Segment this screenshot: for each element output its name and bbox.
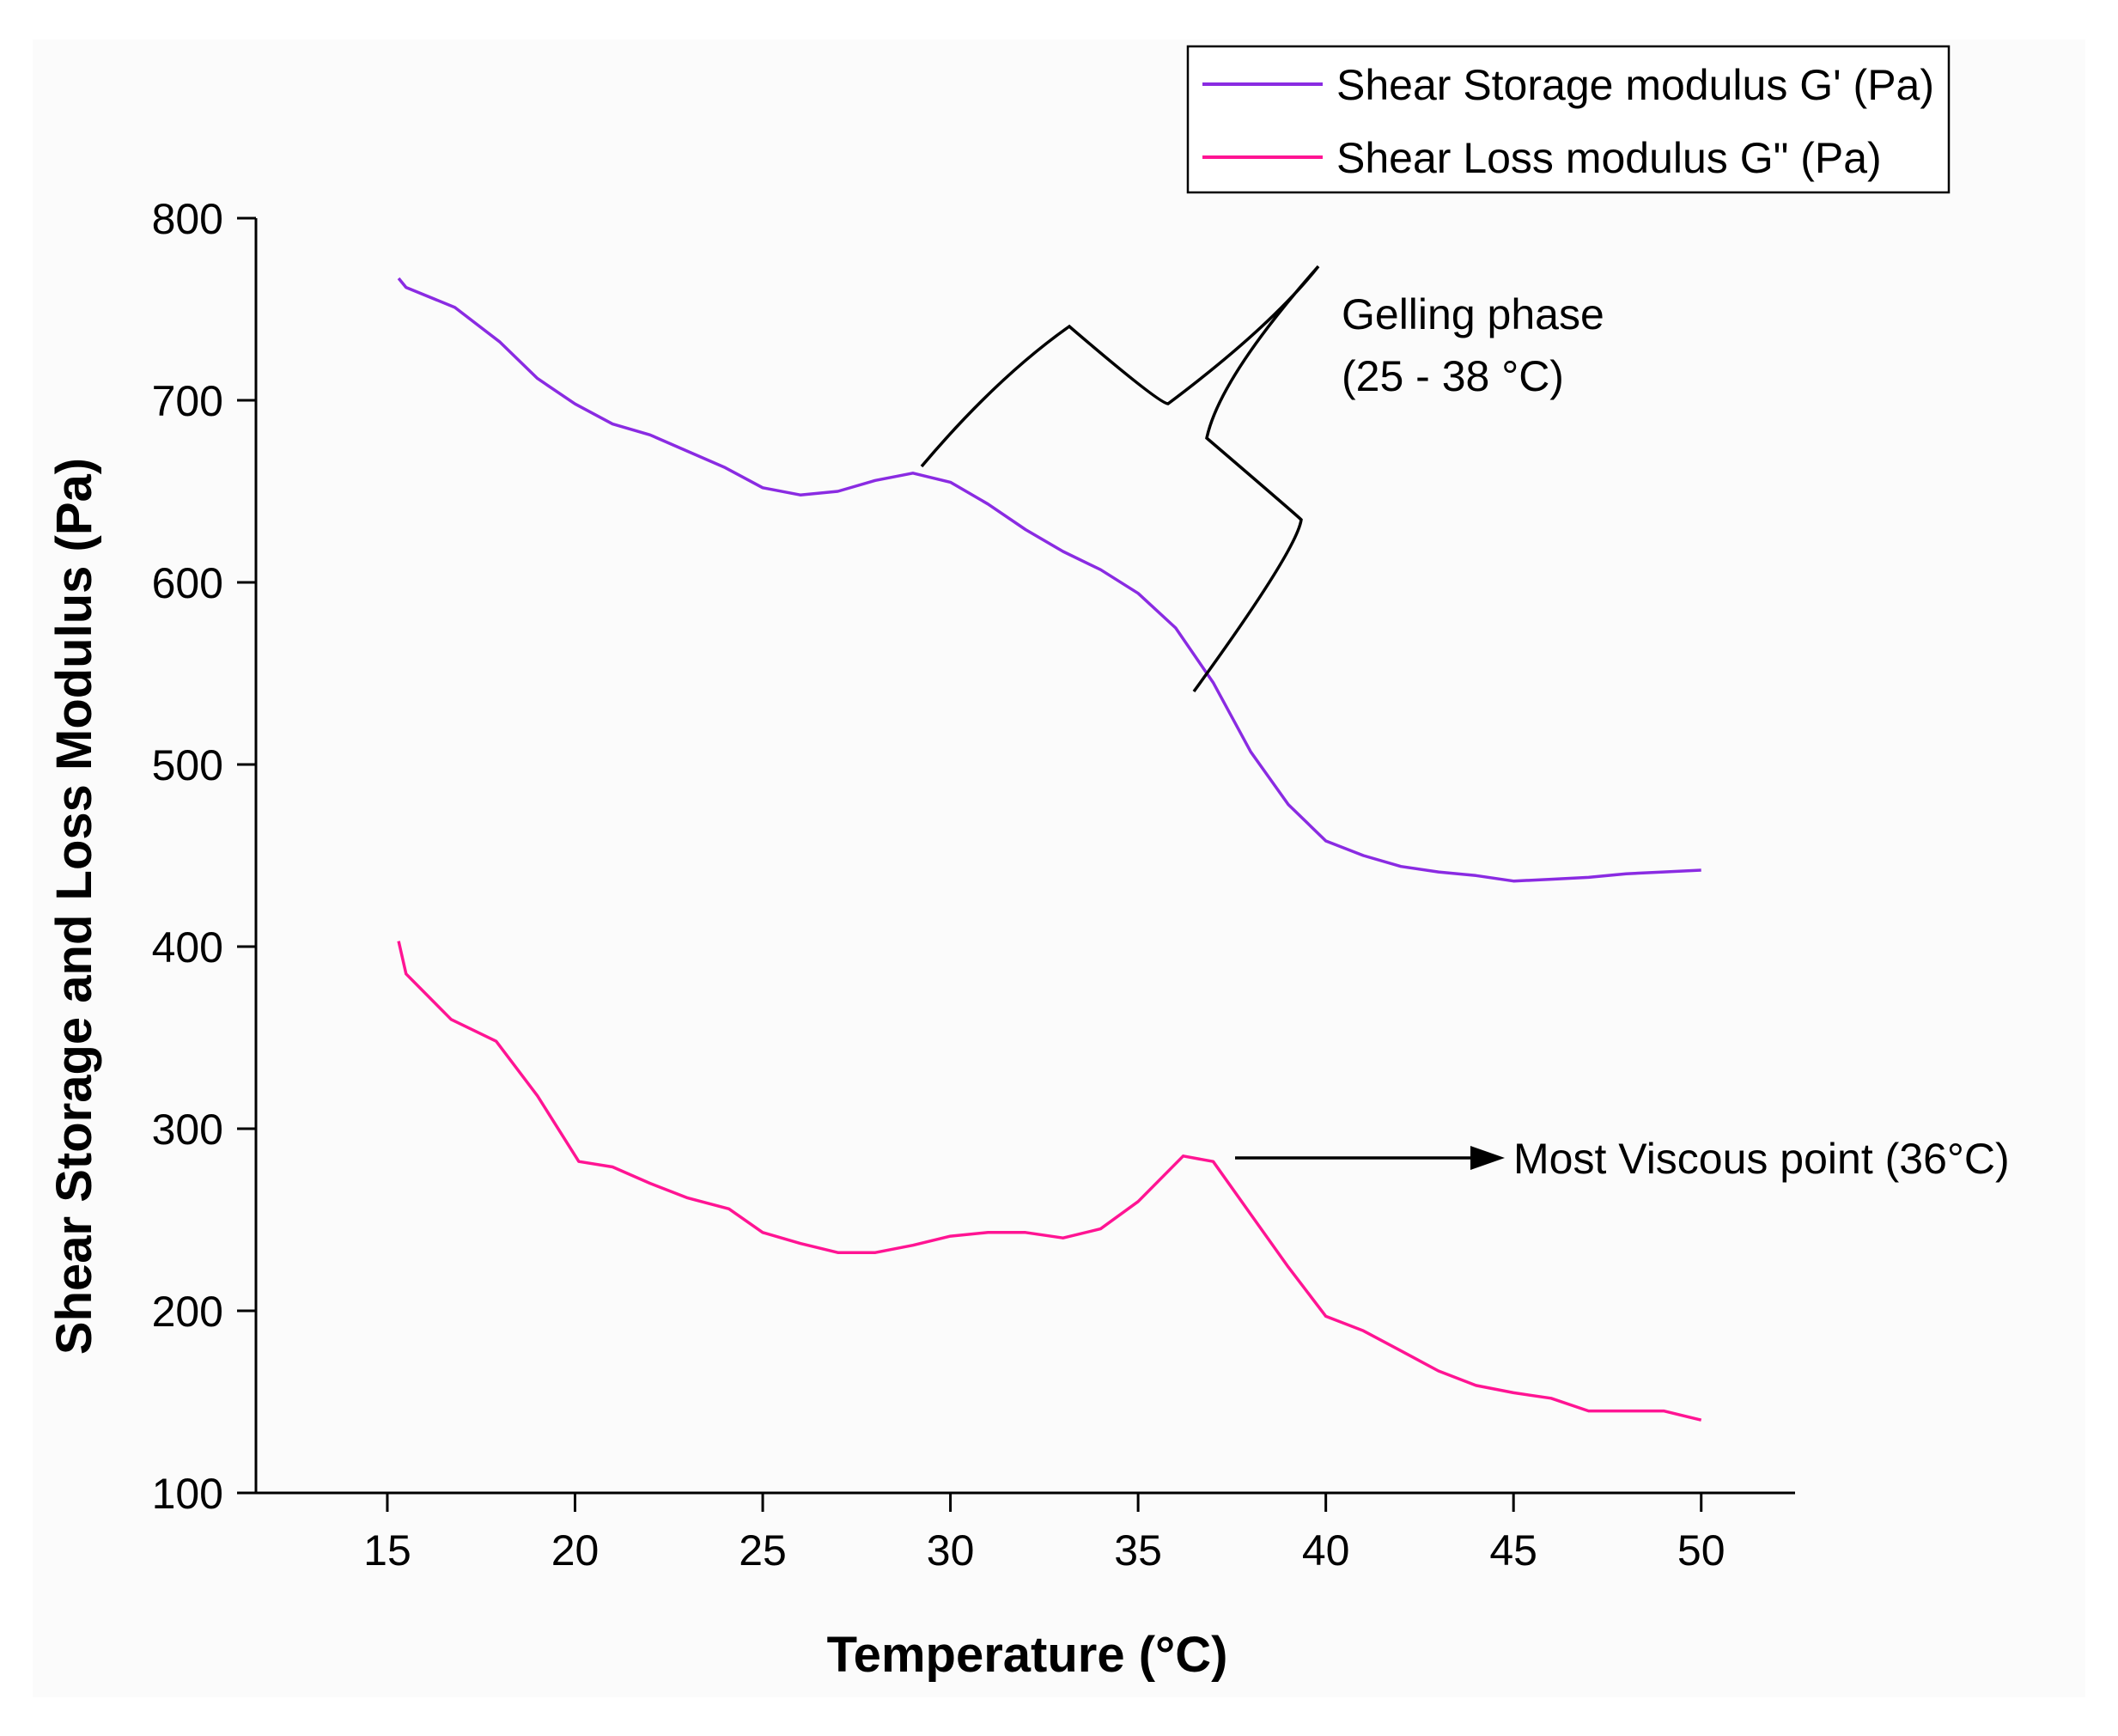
y-tick-label: 500 [152, 741, 223, 789]
gelling-phase-label: Gelling phase [1342, 290, 1604, 338]
y-axis-ticks: 100 200 300 400 500 600 700 800 [152, 195, 256, 1518]
x-tick-label: 50 [1677, 1526, 1725, 1575]
x-tick-label: 30 [927, 1526, 975, 1575]
legend-label-loss: Shear Loss modulus G" (Pa) [1336, 134, 1882, 182]
series-layer [397, 277, 1702, 1422]
y-tick-label: 800 [152, 195, 223, 243]
series-line-storage-modulus [397, 277, 1701, 883]
x-tick-label: 15 [363, 1526, 411, 1575]
most-viscous-annotation: Most Viscous point (36°C) [1235, 1135, 2010, 1183]
y-tick-label: 200 [152, 1288, 223, 1336]
y-tick-label: 100 [152, 1470, 223, 1518]
y-tick-label: 400 [152, 923, 223, 972]
x-tick-label: 20 [551, 1526, 599, 1575]
gelling-phase-bracket [920, 265, 1320, 693]
legend: Shear Storage modulus G' (Pa) Shear Loss… [1186, 45, 1951, 194]
series-line-loss-modulus [397, 941, 1702, 1422]
legend-label-storage: Shear Storage modulus G' (Pa) [1336, 61, 1934, 109]
axes [254, 218, 1795, 1495]
x-tick-label: 25 [739, 1526, 787, 1575]
chart-frame [33, 40, 2085, 1697]
x-tick-label: 40 [1302, 1526, 1350, 1575]
y-axis-title: Shear Storage and Loss Modulus (Pa) [46, 458, 102, 1355]
gelling-phase-annotation: Gelling phase (25 - 38 °C) [920, 265, 1604, 693]
most-viscous-arrowhead [1470, 1146, 1505, 1170]
x-tick-label: 45 [1489, 1526, 1537, 1575]
x-axis-ticks: 15 20 25 30 35 40 45 50 [363, 1493, 1725, 1575]
gelling-phase-range: (25 - 38 °C) [1342, 352, 1564, 400]
y-tick-label: 300 [152, 1106, 223, 1154]
most-viscous-label: Most Viscous point (36°C) [1513, 1135, 2010, 1183]
y-tick-label: 700 [152, 377, 223, 425]
legend-box [1186, 45, 1951, 194]
x-axis-title: Temperature (°C) [827, 1627, 1228, 1683]
y-tick-label: 600 [152, 559, 223, 607]
x-tick-label: 35 [1114, 1526, 1162, 1575]
